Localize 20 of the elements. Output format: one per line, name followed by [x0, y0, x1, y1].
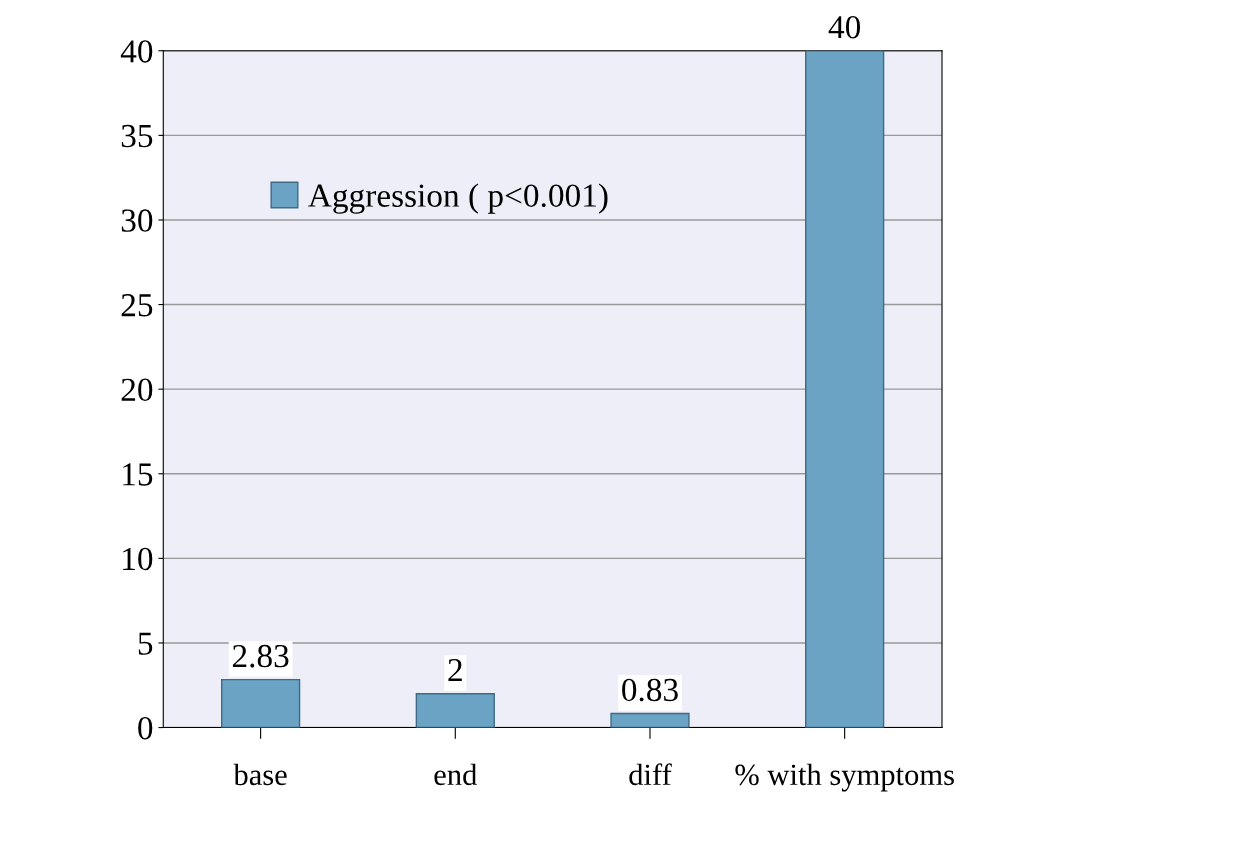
- x-tick-label: % with symptoms: [735, 763, 954, 792]
- y-tick-label: 40: [120, 40, 153, 63]
- x-tick-label: end: [434, 763, 477, 786]
- y-tick-label: 35: [121, 124, 153, 148]
- bar: [415, 693, 495, 728]
- data-label: 2: [448, 658, 462, 682]
- x-tick-label: base: [233, 763, 287, 786]
- y-tick-label: 30: [121, 209, 153, 232]
- y-tick-label: 0: [138, 716, 153, 740]
- data-label: 40: [828, 15, 861, 39]
- legend-label: Aggression ( p<0.001): [308, 183, 608, 214]
- data-label: 2.83: [232, 644, 289, 668]
- x-tick-label: diff: [629, 763, 672, 786]
- y-tick-label: 10: [123, 547, 153, 571]
- y-tick-label: 25: [121, 294, 153, 317]
- bar: [805, 50, 885, 728]
- data-label: 0.83: [622, 678, 678, 702]
- y-tick-label: 15: [123, 463, 153, 486]
- y-tick-label: 5: [138, 632, 153, 655]
- y-tick-label: 20: [121, 378, 153, 402]
